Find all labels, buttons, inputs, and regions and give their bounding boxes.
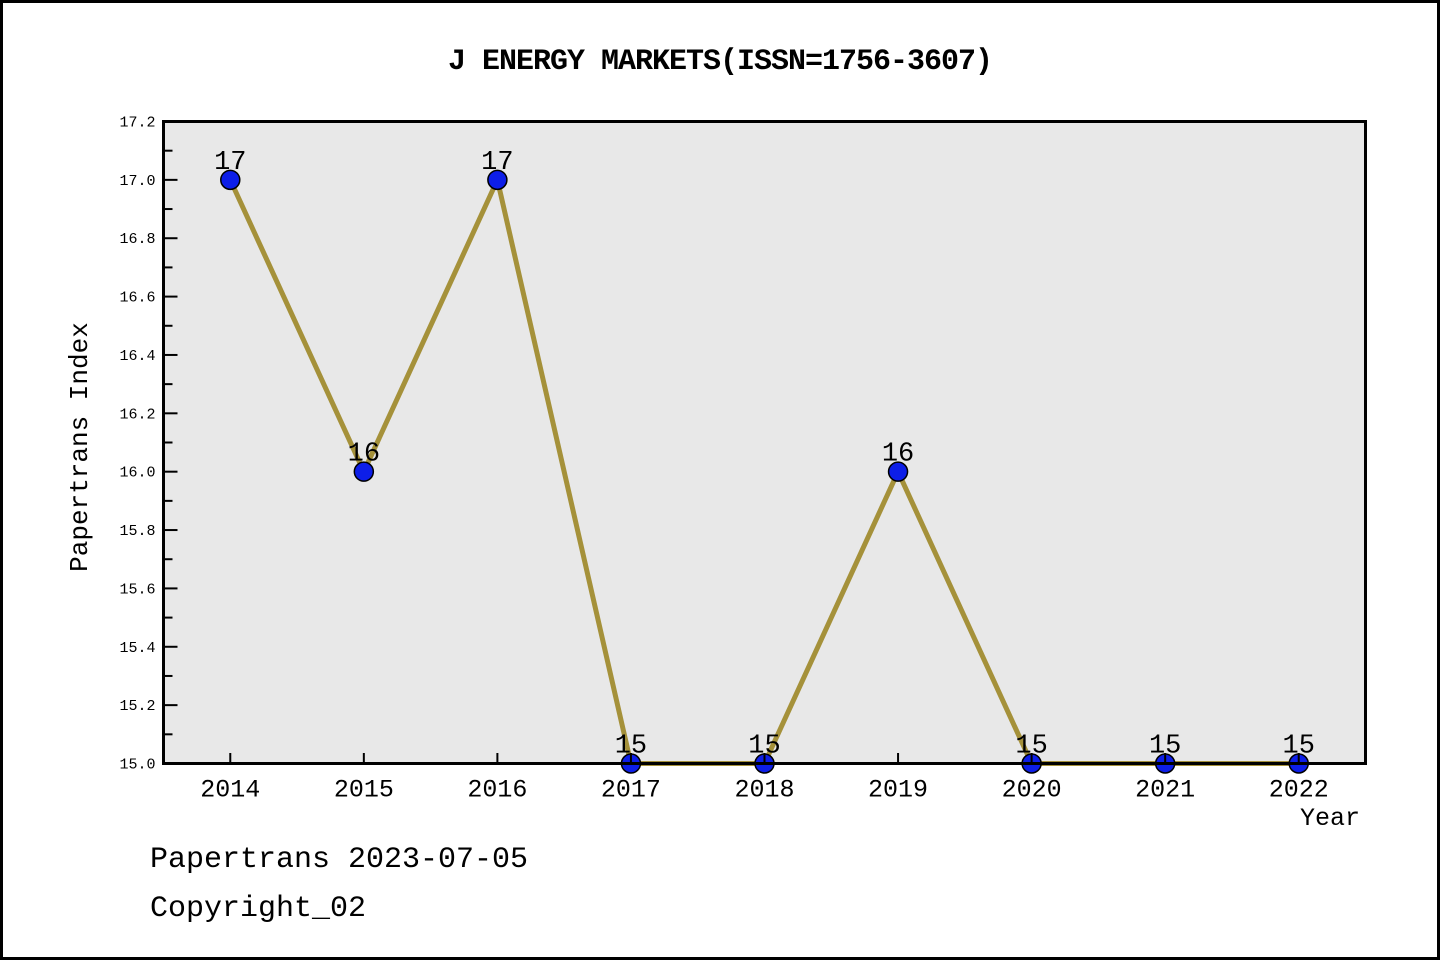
y-tick-label: 16.4 bbox=[119, 348, 155, 365]
data-point bbox=[353, 461, 375, 482]
y-tick-label: 15.4 bbox=[119, 640, 155, 657]
x-tick-label: 2018 bbox=[734, 776, 794, 805]
x-tick-label: 2022 bbox=[1269, 776, 1329, 805]
x-axis-label: Year bbox=[1299, 804, 1360, 833]
data-point bbox=[487, 169, 508, 191]
y-tick-label: 16.8 bbox=[119, 231, 155, 248]
point-label: 17 bbox=[481, 148, 513, 178]
point-label: 15 bbox=[748, 732, 780, 762]
plot-border bbox=[162, 120, 1367, 765]
y-tick-label: 15.8 bbox=[119, 523, 155, 540]
point-label: 15 bbox=[1149, 732, 1181, 762]
y-tick-label: 17.2 bbox=[119, 115, 155, 132]
y-tick-label: 15.6 bbox=[119, 581, 155, 598]
point-label: 15 bbox=[615, 732, 647, 762]
y-tick-label: 15.2 bbox=[119, 698, 155, 715]
point-label: 15 bbox=[1283, 732, 1315, 762]
plot-svg: 15.0 15.2 15.4 15.6 15.8 16.0 16.2 16.4 16.6 16.8… bbox=[119, 115, 1367, 805]
footer-watermark: Papertrans 2023-07-05 bbox=[150, 843, 529, 877]
y-tick-label: 16.2 bbox=[119, 406, 155, 423]
y-tick-label: 15.0 bbox=[119, 757, 155, 774]
x-tick-label: 2019 bbox=[868, 776, 928, 805]
data-point bbox=[887, 461, 909, 482]
point-label: 16 bbox=[348, 440, 380, 470]
point-label: 17 bbox=[214, 148, 246, 178]
x-tick-label: 2021 bbox=[1135, 776, 1195, 805]
x-tick-label: 2020 bbox=[1002, 776, 1062, 805]
y-axis-label: Papertrans Index bbox=[65, 322, 95, 572]
y-tick-label: 16.0 bbox=[119, 465, 155, 482]
data-point bbox=[220, 169, 241, 191]
point-label: 15 bbox=[1015, 732, 1047, 762]
x-tick-label: 2016 bbox=[467, 776, 527, 805]
x-tick-label: 2014 bbox=[200, 776, 260, 805]
point-label: 16 bbox=[882, 440, 914, 470]
footer-copyright: Copyright_02 bbox=[150, 892, 367, 926]
y-tick-label: 17.0 bbox=[119, 173, 155, 190]
chart-title: J ENERGY MARKETS(ISSN=1756-3607) bbox=[447, 45, 993, 79]
plot-background bbox=[163, 121, 1366, 764]
x-tick-label: 2015 bbox=[334, 776, 394, 805]
x-tick-label: 2017 bbox=[601, 776, 661, 805]
y-tick-label: 16.6 bbox=[119, 290, 155, 307]
